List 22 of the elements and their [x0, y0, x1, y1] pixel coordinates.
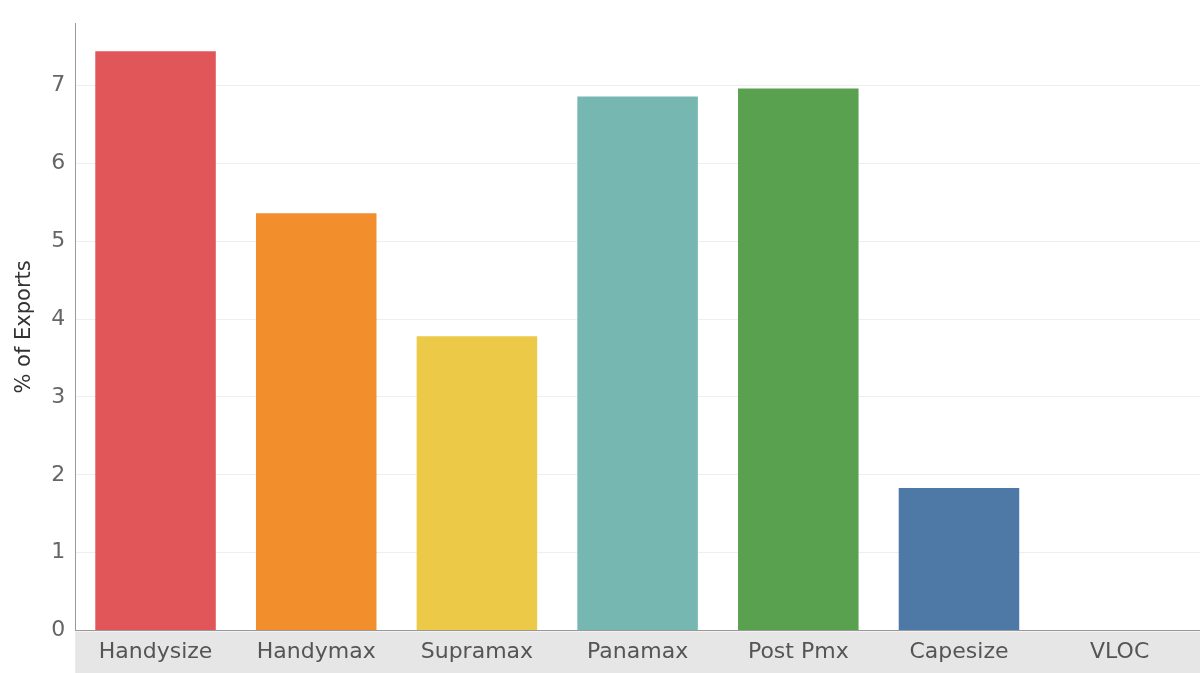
- y-axis-title: % of Exports: [11, 260, 36, 394]
- bar: [898, 488, 1020, 631]
- bar: [738, 88, 859, 631]
- y-tick-label: 4: [51, 304, 66, 330]
- y-tick-label: 1: [51, 538, 66, 564]
- y-tick-label: 0: [51, 616, 66, 642]
- x-tick-label: Handysize: [98, 637, 213, 663]
- x-tick-label: Capesize: [909, 637, 1009, 663]
- x-tick-label: Post Pmx: [747, 637, 849, 663]
- x-tick-label: VLOC: [1090, 637, 1150, 663]
- x-tick-label: Handymax: [256, 637, 376, 663]
- bar: [255, 213, 377, 631]
- bar: [416, 336, 538, 631]
- y-tick-label: 7: [51, 71, 66, 97]
- bar: [577, 96, 698, 631]
- y-tick-label: 3: [51, 382, 66, 408]
- x-tick-label: Supramax: [420, 637, 534, 663]
- y-tick-label: 2: [51, 460, 66, 486]
- bar: [95, 51, 216, 631]
- y-tick-label: 5: [51, 226, 66, 252]
- y-tick-label: 6: [51, 149, 66, 175]
- x-tick-label: Panamax: [587, 637, 689, 663]
